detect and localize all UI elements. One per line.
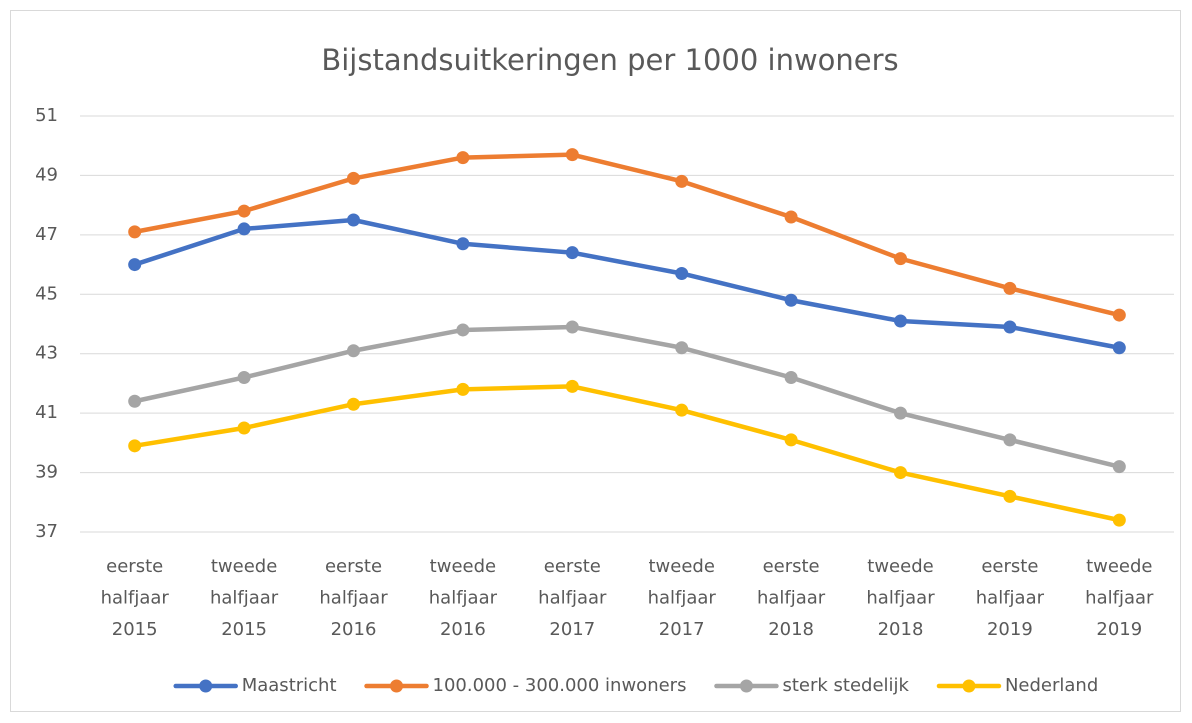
x-tick-label: 2015 — [112, 619, 158, 640]
series-marker — [675, 174, 689, 188]
series-marker — [894, 252, 907, 266]
legend-marker — [739, 679, 753, 693]
x-tick-label: eerste — [763, 556, 820, 577]
series-marker — [565, 246, 579, 260]
series-marker — [456, 237, 470, 251]
x-tick-label: 2018 — [768, 619, 814, 640]
series-marker — [128, 394, 142, 408]
series-marker — [237, 421, 251, 435]
x-tick-label: halfjaar — [648, 588, 717, 609]
series-marker — [237, 222, 251, 236]
x-tick-label: eerste — [981, 556, 1038, 577]
x-tick-label: eerste — [544, 556, 601, 577]
series-marker — [128, 439, 142, 453]
y-tick-label: 43 — [35, 343, 58, 364]
x-tick-label: tweede — [1086, 556, 1152, 577]
x-tick-label: tweede — [430, 556, 496, 577]
series-marker — [894, 314, 907, 328]
series-marker — [675, 341, 689, 355]
x-tick-label: 2019 — [1096, 619, 1142, 640]
y-tick-label: 37 — [35, 521, 58, 542]
x-tick-label: 2019 — [987, 619, 1033, 640]
x-tick-label: halfjaar — [976, 588, 1045, 609]
legend-label: sterk stedelijk — [782, 675, 909, 696]
y-tick-label: 47 — [35, 224, 58, 245]
series-marker — [1112, 341, 1126, 355]
x-tick-label: halfjaar — [538, 588, 607, 609]
series-marker — [128, 225, 142, 239]
x-tick-label: tweede — [648, 556, 714, 577]
series-marker — [237, 204, 251, 218]
series-marker — [565, 148, 579, 162]
x-tick-label: halfjaar — [757, 588, 826, 609]
y-tick-label: 39 — [35, 462, 58, 483]
series-marker — [347, 344, 360, 358]
series-marker — [784, 293, 798, 307]
series-marker — [565, 379, 579, 393]
y-tick-label: 51 — [35, 105, 58, 126]
chart-frame — [10, 10, 1181, 712]
series-marker — [1003, 281, 1017, 295]
y-tick-label: 49 — [35, 164, 58, 185]
series-marker — [894, 406, 907, 420]
series-marker — [784, 370, 798, 384]
series-marker — [456, 151, 470, 165]
series-marker — [675, 266, 689, 280]
series-marker — [894, 466, 907, 480]
legend-label: Maastricht — [242, 675, 337, 696]
x-tick-label: 2017 — [659, 619, 705, 640]
series-marker — [1003, 320, 1017, 334]
x-tick-label: tweede — [211, 556, 277, 577]
legend-marker — [962, 679, 976, 693]
series-marker — [784, 210, 798, 224]
series-marker — [675, 403, 689, 417]
series-marker — [347, 171, 360, 185]
series-marker — [1112, 513, 1126, 527]
x-tick-label: halfjaar — [866, 588, 935, 609]
series-line — [132, 217, 1122, 351]
y-tick-label: 45 — [35, 283, 58, 304]
series-marker — [784, 433, 798, 447]
series-line — [132, 152, 1122, 318]
series-marker — [237, 370, 251, 384]
legend-marker — [390, 679, 404, 693]
legend-label: 100.000 - 300.000 inwoners — [433, 675, 687, 696]
series-marker — [565, 320, 579, 334]
series-marker — [347, 397, 360, 411]
y-tick-label: 41 — [35, 402, 58, 423]
series-marker — [1003, 489, 1017, 503]
series-marker — [347, 213, 360, 227]
series-marker — [1112, 460, 1126, 474]
x-tick-label: 2016 — [440, 619, 486, 640]
series-marker — [456, 323, 470, 337]
x-tick-label: tweede — [867, 556, 933, 577]
x-tick-label: eerste — [325, 556, 382, 577]
series-line — [132, 324, 1122, 469]
series-marker — [128, 258, 142, 272]
x-tick-label: 2016 — [331, 619, 377, 640]
series-line — [132, 384, 1122, 523]
series-marker — [1003, 433, 1017, 447]
x-tick-label: halfjaar — [1085, 588, 1154, 609]
series-marker — [456, 382, 470, 396]
chart-title: Bijstandsuitkeringen per 1000 inwoners — [321, 43, 898, 77]
x-tick-label: halfjaar — [101, 588, 170, 609]
legend-marker — [199, 679, 213, 693]
x-tick-label: halfjaar — [429, 588, 498, 609]
x-tick-label: 2015 — [221, 619, 267, 640]
x-tick-label: 2018 — [878, 619, 924, 640]
x-tick-label: halfjaar — [210, 588, 279, 609]
x-tick-label: 2017 — [549, 619, 595, 640]
series-marker — [1112, 308, 1126, 322]
legend-label: Nederland — [1005, 675, 1098, 696]
x-tick-label: eerste — [106, 556, 163, 577]
x-tick-label: halfjaar — [319, 588, 388, 609]
